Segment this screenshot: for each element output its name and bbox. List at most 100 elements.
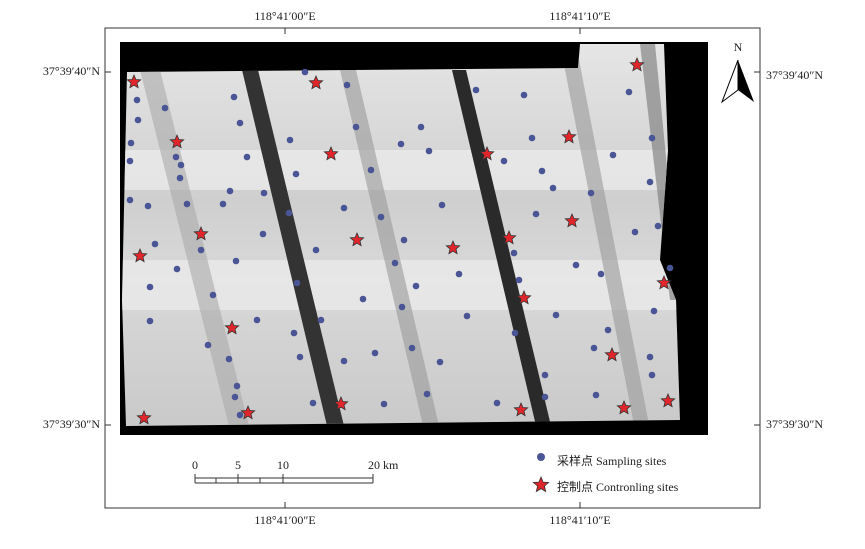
legend-label: 控制点 Contronling sites (557, 480, 679, 494)
sampling-site (127, 139, 135, 147)
sampling-site (541, 371, 549, 379)
sampling-site (397, 140, 405, 148)
sampling-site (541, 393, 549, 401)
sampling-site (423, 390, 431, 398)
control-site (308, 74, 324, 90)
sampling-site (463, 312, 471, 320)
sampling-site (511, 329, 519, 337)
control-site (349, 231, 365, 247)
sampling-site (343, 81, 351, 89)
sampling-site (549, 184, 557, 192)
sampling-site (572, 261, 580, 269)
sampling-site (233, 382, 241, 390)
sampling-site (219, 200, 227, 208)
lon-label: 118°41′10″E (549, 9, 610, 23)
sampling-site (455, 270, 463, 278)
sampling-site (259, 230, 267, 238)
control-site (629, 56, 645, 72)
lat-label: 37°39′30″N (43, 417, 100, 431)
sampling-site (173, 265, 181, 273)
track (560, 44, 650, 426)
sampling-site (538, 167, 546, 175)
track (340, 70, 440, 426)
sampling-site (590, 344, 598, 352)
sampling-site (438, 201, 446, 209)
sampling-site (666, 264, 674, 272)
sampling-site (231, 393, 239, 401)
sampling-site (301, 68, 309, 76)
control-site (616, 399, 632, 415)
control-site (660, 392, 676, 408)
control-site (132, 247, 148, 263)
control-site (656, 274, 672, 290)
sampling-site (151, 240, 159, 248)
control-site (516, 289, 532, 305)
sampling-site (236, 119, 244, 127)
scale-label: 0 (192, 458, 198, 472)
sampling-site (232, 257, 240, 265)
control-site (193, 225, 209, 241)
sampling-site (650, 307, 658, 315)
sampling-site (417, 123, 425, 131)
control-site (333, 395, 349, 411)
sampling-site (391, 259, 399, 267)
sampling-site (371, 349, 379, 357)
sampling-site (400, 236, 408, 244)
scale-label: 5 (235, 458, 241, 472)
sampling-site (436, 358, 444, 366)
sampling-site (253, 316, 261, 324)
sampling-site (226, 187, 234, 195)
bright-band (122, 150, 680, 190)
sampling-site (609, 151, 617, 159)
sampling-site (359, 295, 367, 303)
image (122, 44, 680, 426)
sampling-site (243, 153, 251, 161)
north-label: N (734, 40, 743, 54)
north-arrow (738, 60, 754, 102)
frame (104, 27, 761, 509)
control-site (445, 239, 461, 255)
sampling-site (352, 123, 360, 131)
sampling-site (472, 86, 480, 94)
sampling-site (177, 161, 185, 169)
sampling-site (290, 329, 298, 337)
sampling-site (133, 96, 141, 104)
sampling-site (592, 391, 600, 399)
control-site (169, 133, 185, 149)
sampling-site (408, 344, 416, 352)
sampling-site (510, 249, 518, 257)
sampling-site (286, 136, 294, 144)
sampling-site (552, 311, 560, 319)
sampling-site (317, 316, 325, 324)
sampling-site (646, 353, 654, 361)
control-site (126, 73, 142, 89)
sampling-site (312, 246, 320, 254)
lat-label: 37°39′40″N (766, 68, 823, 82)
dark-track (242, 70, 345, 426)
sampling-site (604, 326, 612, 334)
dark-track (452, 70, 552, 426)
sampling-site (176, 174, 184, 182)
sampling-site (146, 283, 154, 291)
sampling-site (631, 228, 639, 236)
sampling-site (340, 204, 348, 212)
sampling-site (587, 189, 595, 197)
sampling-site (204, 341, 212, 349)
legend-dot (537, 453, 545, 461)
sampling-site (367, 166, 375, 174)
sampling-site (528, 134, 536, 142)
sampling-site (172, 153, 180, 161)
sampling-site (161, 104, 169, 112)
sampling-site (380, 400, 388, 408)
sampling-site (597, 270, 605, 278)
sampling-site (377, 213, 385, 221)
sampling-site (515, 276, 523, 284)
track (140, 70, 250, 426)
sampling-site (398, 303, 406, 311)
sampling-site (134, 116, 142, 124)
sampling-site (309, 399, 317, 407)
sampling-site (183, 200, 191, 208)
sampling-site (146, 317, 154, 325)
scale-label: 20 km (368, 458, 399, 472)
